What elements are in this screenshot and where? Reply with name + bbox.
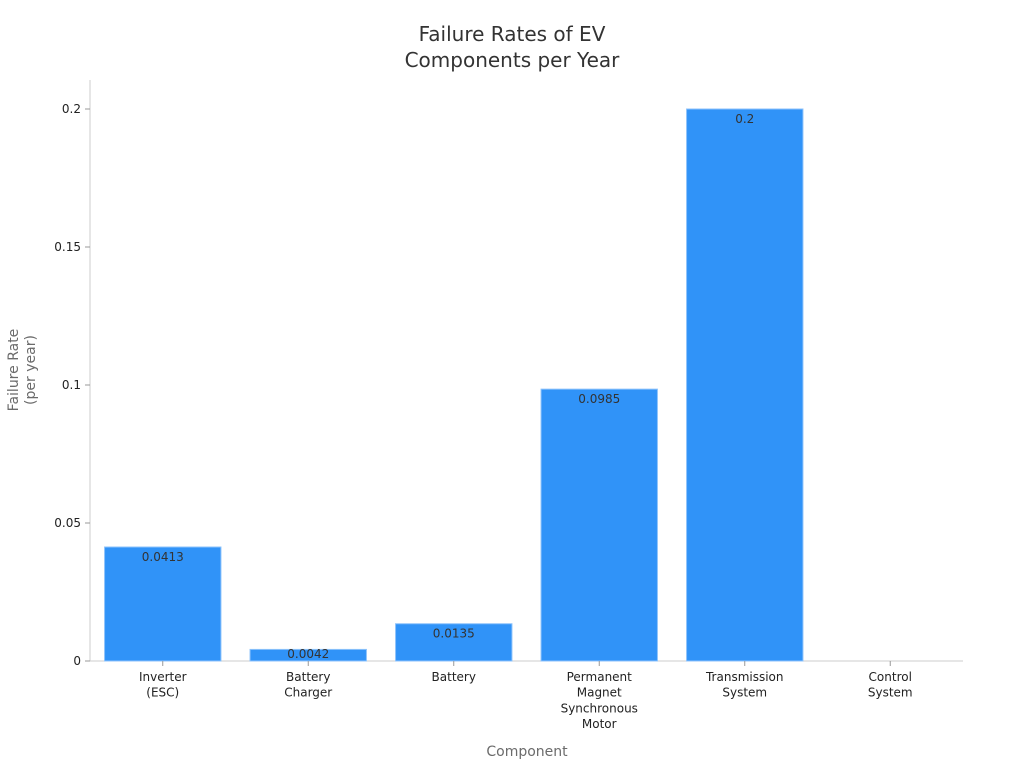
bar-value-label: 0.0135 [433, 627, 475, 641]
y-tick-label: 0.15 [54, 240, 81, 254]
bar-value-label: 0.0413 [142, 550, 184, 564]
x-axis-title-text: Component [486, 744, 568, 760]
x-category-label: System [722, 686, 767, 700]
x-axis-title: Component [486, 744, 568, 760]
y-tick-label: 0 [73, 654, 81, 668]
y-axis-title-line: Failure Rate [6, 329, 22, 412]
bar [540, 388, 658, 662]
bars [104, 108, 804, 662]
bar-value-label: 0.0042 [287, 647, 329, 661]
y-axis-title-line: (per year) [23, 335, 39, 405]
y-tick-label: 0.2 [62, 102, 81, 116]
data-labels: 0.0413 0.0042 0.0135 0.0985 0.2 [142, 112, 755, 661]
y-axis-title: Failure Rate (per year) [6, 329, 39, 412]
x-category-label: Battery [432, 670, 476, 684]
x-category-label: Motor [582, 717, 617, 731]
axes [89, 80, 963, 662]
x-category-label: Charger [284, 686, 332, 700]
x-category-label: Permanent [567, 670, 633, 684]
x-category-label: Control [869, 670, 912, 684]
bar [104, 546, 222, 662]
x-category-label: Synchronous [561, 701, 638, 715]
chart-title-line: Components per Year [405, 48, 621, 72]
y-axis-title-rotated: Failure Rate (per year) [6, 329, 39, 412]
category-labels: Inverter (ESC) Battery Charger Battery Perman… [139, 661, 913, 731]
y-tick-label: 0.1 [62, 378, 81, 392]
x-category-label: (ESC) [146, 686, 179, 700]
x-category-label: Transmission [705, 670, 784, 684]
bar-value-label: 0.0985 [578, 392, 620, 406]
x-category-label: Inverter [139, 670, 187, 684]
bar [686, 108, 804, 662]
bar-value-label: 0.2 [735, 112, 754, 126]
y-tick-label: 0.05 [54, 516, 81, 530]
y-axis-ticks: 0 0.05 0.1 0.15 0.2 [54, 102, 90, 668]
chart-title-line: Failure Rates of EV [419, 22, 606, 46]
x-category-label: System [868, 686, 913, 700]
x-category-label: Magnet [577, 686, 622, 700]
bar [395, 623, 513, 662]
x-category-label: Battery [286, 670, 330, 684]
